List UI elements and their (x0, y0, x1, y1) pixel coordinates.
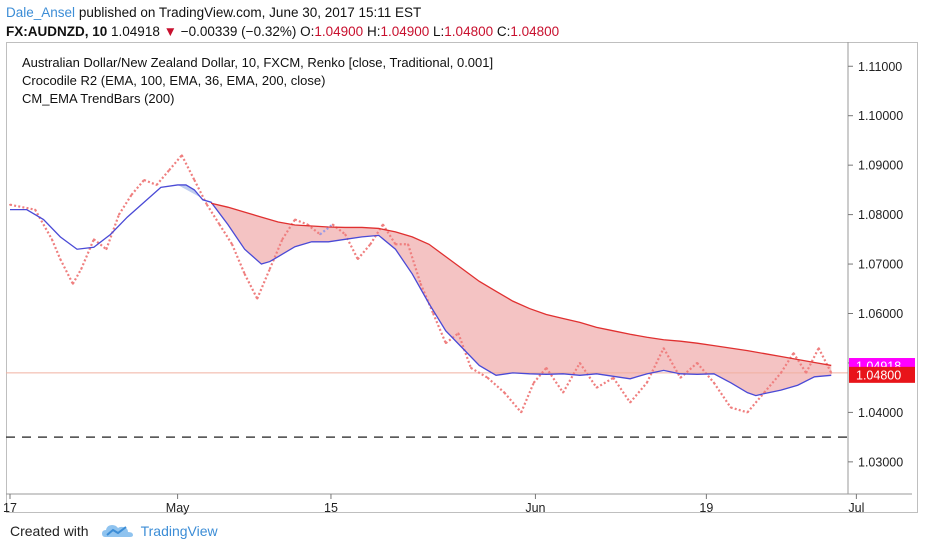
x-tick-label: 17 (3, 501, 17, 515)
renko-segment (60, 259, 73, 284)
renko-segment (52, 239, 60, 259)
y-tick-label: 1.04000 (858, 406, 903, 420)
horizontal-lines-layer (6, 373, 848, 437)
renko-point (830, 372, 832, 374)
renko-segment (144, 180, 157, 185)
renko-segment (504, 393, 521, 413)
y-tick-label: 1.06000 (858, 307, 903, 321)
y-tick-label: 1.09000 (858, 159, 903, 173)
footer: Created with TradingView (10, 522, 218, 540)
renko-segment (613, 378, 630, 403)
renko-segment (81, 239, 94, 269)
x-tick-label: Jun (525, 501, 545, 515)
renko-segment (714, 383, 731, 408)
ema-ribbon-fill (211, 202, 831, 395)
y-tick-label: 1.08000 (858, 208, 903, 222)
legend-crocodile[interactable]: Crocodile R2 (EMA, 100, EMA, 36, EMA, 20… (22, 72, 493, 90)
renko-segment (10, 205, 35, 210)
y-tick-label: 1.03000 (858, 455, 903, 469)
x-tick-label: 19 (699, 501, 713, 515)
renko-segment (169, 155, 182, 170)
y-tick-label: 1.10000 (858, 109, 903, 123)
renko-segment (488, 378, 505, 393)
renko-segment (157, 170, 170, 185)
renko-segment (597, 378, 614, 388)
chart-legend: Australian Dollar/New Zealand Dollar, 10… (22, 54, 493, 108)
renko-segment (182, 155, 195, 180)
legend-main-series[interactable]: Australian Dollar/New Zealand Dollar, 10… (22, 54, 493, 72)
renko-segment (94, 239, 107, 249)
y-tick-label: 1.11000 (858, 60, 902, 74)
renko-segment (358, 244, 371, 259)
x-tick-label: May (166, 501, 190, 515)
renko-segment (232, 244, 245, 274)
renko-segment (257, 269, 270, 299)
y-tick-label: 1.07000 (858, 258, 903, 272)
close-price-tag-label: 1.04800 (856, 368, 901, 382)
x-tick-label: Jul (848, 501, 864, 515)
renko-segment (73, 269, 81, 284)
fill-layer (178, 185, 832, 396)
renko-segment (295, 220, 308, 225)
tradingview-brand[interactable]: TradingView (141, 523, 218, 539)
renko-segment (245, 274, 258, 299)
renko-segment (119, 195, 132, 215)
renko-segment (35, 210, 52, 240)
renko-segment (630, 383, 647, 403)
renko-segment (521, 383, 534, 413)
x-tick-label: 15 (324, 501, 338, 515)
tradingview-cloud-icon (101, 522, 135, 540)
renko-segment (731, 407, 748, 412)
renko-segment (132, 180, 145, 195)
legend-trendbars[interactable]: CM_EMA TrendBars (200) (22, 90, 493, 108)
created-with-text: Created with (10, 523, 89, 539)
